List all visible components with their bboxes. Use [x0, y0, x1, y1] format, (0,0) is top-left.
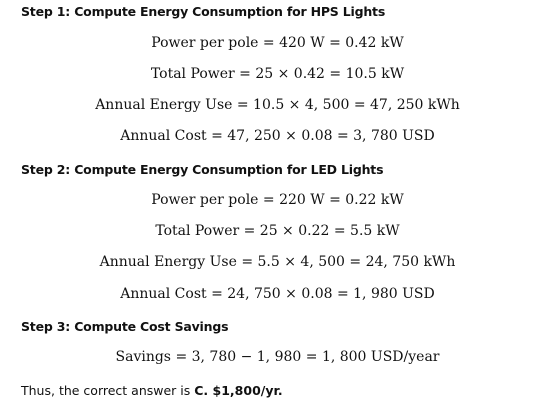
- conclusion-answer: C. $1,800/yr.: [194, 383, 283, 398]
- equation-hps-power-per-pole: Power per pole = 420 W = 0.42 kW: [151, 35, 404, 51]
- equation-led-total-power: Total Power = 25 × 0.22 = 5.5 kW: [155, 223, 400, 239]
- step-1-heading: Step 1: Compute Energy Consumption for H…: [21, 4, 386, 19]
- step-3-heading: Step 3: Compute Cost Savings: [21, 319, 229, 334]
- equation-savings: Savings = 3, 780 − 1, 980 = 1, 800 USD/y…: [115, 349, 440, 365]
- conclusion-prefix: Thus, the correct answer is: [21, 383, 195, 398]
- equation-hps-annual-energy: Annual Energy Use = 10.5 × 4, 500 = 47, …: [95, 97, 460, 113]
- equation-led-annual-cost: Annual Cost = 24, 750 × 0.08 = 1, 980 US…: [120, 286, 435, 302]
- equation-led-power-per-pole: Power per pole = 220 W = 0.22 kW: [151, 192, 404, 208]
- conclusion-text: Thus, the correct answer is C. $1,800/yr…: [21, 383, 283, 398]
- equation-led-annual-energy: Annual Energy Use = 5.5 × 4, 500 = 24, 7…: [99, 254, 456, 270]
- equation-hps-annual-cost: Annual Cost = 47, 250 × 0.08 = 3, 780 US…: [120, 128, 435, 144]
- step-2-heading: Step 2: Compute Energy Consumption for L…: [21, 162, 384, 177]
- equation-hps-total-power: Total Power = 25 × 0.42 = 10.5 kW: [150, 66, 405, 82]
